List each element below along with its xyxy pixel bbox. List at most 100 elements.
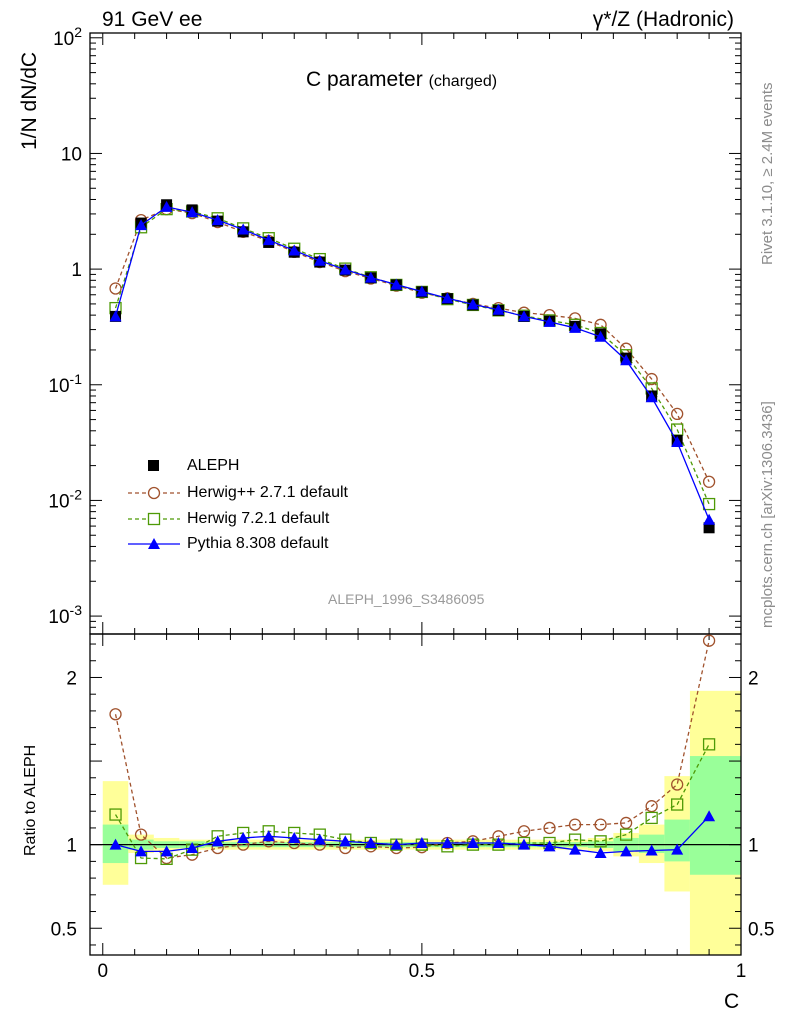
main-point-pythia-8-308-default xyxy=(109,310,122,322)
main-point-pythia-8-308-default xyxy=(160,200,173,212)
main-point-pythia-8-308-default xyxy=(415,285,428,297)
ratio-line-herwig-7-2-1-default xyxy=(114,744,710,860)
ratio-point-pythia-8-308-default xyxy=(569,843,582,855)
ratio-point-pythia-8-308-default xyxy=(703,810,716,822)
ratio-point-pythia-8-308-default xyxy=(211,835,224,847)
legend-label-aleph: ALEPH xyxy=(187,457,240,474)
ratio-point-pythia-8-308-default xyxy=(671,843,684,855)
ratio-point-pythia-8-308-default xyxy=(160,845,173,857)
main-point-pythia-8-308-default xyxy=(364,271,377,283)
ratio-point-pythia-8-308-default xyxy=(339,835,352,847)
ratio-point-pythia-8-308-default xyxy=(441,836,454,848)
main-y-tick-label: 10-2 xyxy=(48,486,82,512)
ratio-point-herwig-2-7-1-default xyxy=(645,800,658,813)
main-point-pythia-8-308-default xyxy=(671,435,684,447)
ratio-y-tick-label-right: 0.5 xyxy=(748,919,774,940)
main-point-pythia-8-308-default xyxy=(339,263,352,275)
main-point-pythia-8-308-default xyxy=(492,303,505,315)
main-point-herwig-2-7-1-default xyxy=(671,407,684,421)
ratio-point-herwig-2-7-1-default xyxy=(619,816,633,830)
ratio-line-herwig-2-7-1-default xyxy=(114,640,710,859)
main-point-pythia-8-308-default xyxy=(135,219,148,231)
main-point-pythia-8-308-default xyxy=(313,254,326,266)
legend-markers xyxy=(128,460,180,549)
main-y-tick-label: 10-1 xyxy=(48,371,82,397)
main-panel-frame xyxy=(89,32,742,635)
main-point-pythia-8-308-default xyxy=(594,330,607,342)
chart-title-suffix: (charged) xyxy=(428,73,498,90)
main-y-tick-label: 102 xyxy=(53,24,82,50)
ratio-line-pythia-8-308-default xyxy=(115,815,710,854)
main-point-pythia-8-308-default xyxy=(518,310,530,322)
analysis-label: ALEPH_1996_S3486095 xyxy=(328,591,485,607)
main-point-pythia-8-308-default xyxy=(288,244,301,256)
ratio-point-herwig-2-7-1-default xyxy=(109,708,122,721)
ratio-point-herwig-7-2-1-default xyxy=(594,835,607,848)
ratio-point-pythia-8-308-default xyxy=(109,838,122,850)
legend-label-pythia: Pythia 8.308 default xyxy=(187,535,329,552)
legend-marker-pythia xyxy=(148,538,160,549)
x-axis-title: C xyxy=(724,990,740,1013)
ratio-point-pythia-8-308-default xyxy=(543,840,556,852)
legend-label-herwig7: Herwig 7.2.1 default xyxy=(187,510,330,527)
legend-marker-herwigpp xyxy=(147,486,161,500)
main-point-pythia-8-308-default xyxy=(262,234,275,246)
ratio-point-herwig-2-7-1-default xyxy=(543,821,556,835)
main-point-herwig-2-7-1-default xyxy=(702,475,716,488)
main-point-pythia-8-308-default xyxy=(543,315,556,327)
ratio-point-herwig-2-7-1-default xyxy=(702,634,716,647)
ratio-point-herwig-7-2-1-default xyxy=(671,798,684,811)
main-point-pythia-8-308-default xyxy=(186,206,199,218)
legend: ALEPH Herwig++ 2.7.1 default Herwig 7.2.… xyxy=(120,455,420,565)
main-point-pythia-8-308-default xyxy=(441,292,454,304)
ratio-point-pythia-8-308-default xyxy=(415,836,428,848)
main-y-tick-label: 10 xyxy=(61,144,82,165)
ratio-point-pythia-8-308-default xyxy=(518,838,530,850)
ratio-point-pythia-8-308-default xyxy=(645,844,658,856)
legend-label-herwigpp: Herwig++ 2.7.1 default xyxy=(187,484,348,501)
x-tick-label: 1 xyxy=(736,961,747,982)
ratio-point-pythia-8-308-default xyxy=(466,836,479,848)
ratio-y-tick-label: 1 xyxy=(66,836,77,857)
main-line-pythia-8-308-default xyxy=(114,206,710,521)
ratio-point-pythia-8-308-default xyxy=(620,845,633,857)
ratio-y-tick-label: 0.5 xyxy=(51,919,77,940)
ratio-point-pythia-8-308-default xyxy=(135,845,148,857)
ratio-point-herwig-7-2-1-default xyxy=(645,811,658,825)
ratio-stat-band-bin xyxy=(638,834,665,854)
process-label: γ*/Z (Hadronic) xyxy=(592,8,734,31)
ratio-stat-band-bin xyxy=(689,756,741,875)
main-point-herwig-2-7-1-default xyxy=(645,372,658,386)
ratio-y-tick-label-right: 2 xyxy=(748,668,759,689)
x-tick-label: 0 xyxy=(97,961,108,982)
main-point-pythia-8-308-default xyxy=(645,391,658,403)
ratio-panel-frame xyxy=(89,633,742,956)
main-point-herwig-2-7-1-default xyxy=(109,282,122,295)
ratio-point-herwig-2-7-1-default xyxy=(594,818,607,831)
ratio-point-herwig-2-7-1-default xyxy=(517,825,531,838)
ratio-point-herwig-2-7-1-default xyxy=(568,818,582,831)
main-point-pythia-8-308-default xyxy=(703,513,716,525)
ratio-point-pythia-8-308-default xyxy=(186,842,199,853)
chart-title-text: C parameter xyxy=(306,68,423,91)
main-point-pythia-8-308-default xyxy=(390,278,403,290)
main-y-tick-label: 1 xyxy=(71,260,82,281)
main-point-aleph xyxy=(703,522,715,534)
ratio-point-pythia-8-308-default xyxy=(313,833,326,845)
ratio-point-herwig-2-7-1-default xyxy=(134,828,148,841)
main-point-pythia-8-308-default xyxy=(237,223,250,235)
main-line-herwig-2-7-1-default xyxy=(114,208,710,483)
ratio-y-tick-label: 2 xyxy=(66,668,77,689)
ratio-point-herwig-7-2-1-default xyxy=(702,738,716,751)
main-point-herwig-7-2-1-default xyxy=(702,497,716,511)
energy-label: 91 GeV ee xyxy=(102,8,203,31)
main-point-pythia-8-308-default xyxy=(466,298,479,310)
ratio-point-herwig-7-2-1-default xyxy=(619,828,633,841)
legend-marker-herwig7 xyxy=(147,512,161,526)
main-y-tick-label: 10-3 xyxy=(48,602,82,628)
ratio-point-pythia-8-308-default xyxy=(390,838,403,850)
main-point-pythia-8-308-default xyxy=(569,321,582,333)
ratio-point-pythia-8-308-default xyxy=(594,847,607,859)
main-point-pythia-8-308-default xyxy=(211,214,224,226)
